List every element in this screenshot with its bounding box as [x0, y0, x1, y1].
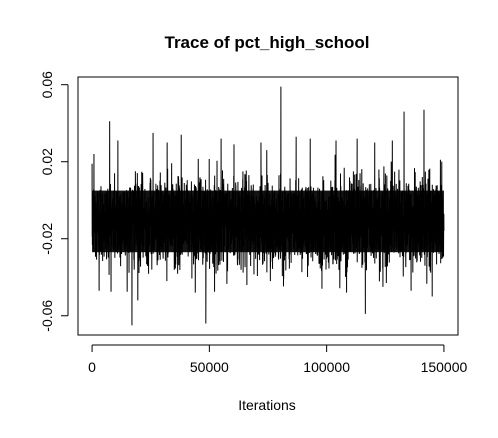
y-tick-label: 0.02: [39, 148, 55, 175]
y-tick-label: -0.06: [39, 300, 55, 332]
y-tick-label: 0.06: [39, 71, 55, 98]
x-tick-label: 100000: [303, 359, 350, 375]
x-tick-label: 150000: [421, 359, 468, 375]
trace-series: [91, 86, 445, 326]
y-axis: -0.06 -0.02 0.02 0.06: [39, 71, 69, 332]
x-tick-label: 50000: [190, 359, 229, 375]
plot-frame: [77, 76, 459, 336]
x-axis-label: Iterations: [238, 397, 296, 413]
trace-dense-band: [92, 190, 444, 253]
x-axis: 0 50000 100000 150000: [88, 344, 468, 375]
x-tick-label: 0: [88, 359, 96, 375]
chart-title: Trace of pct_high_school: [165, 33, 370, 52]
y-tick-label: -0.02: [39, 223, 55, 255]
